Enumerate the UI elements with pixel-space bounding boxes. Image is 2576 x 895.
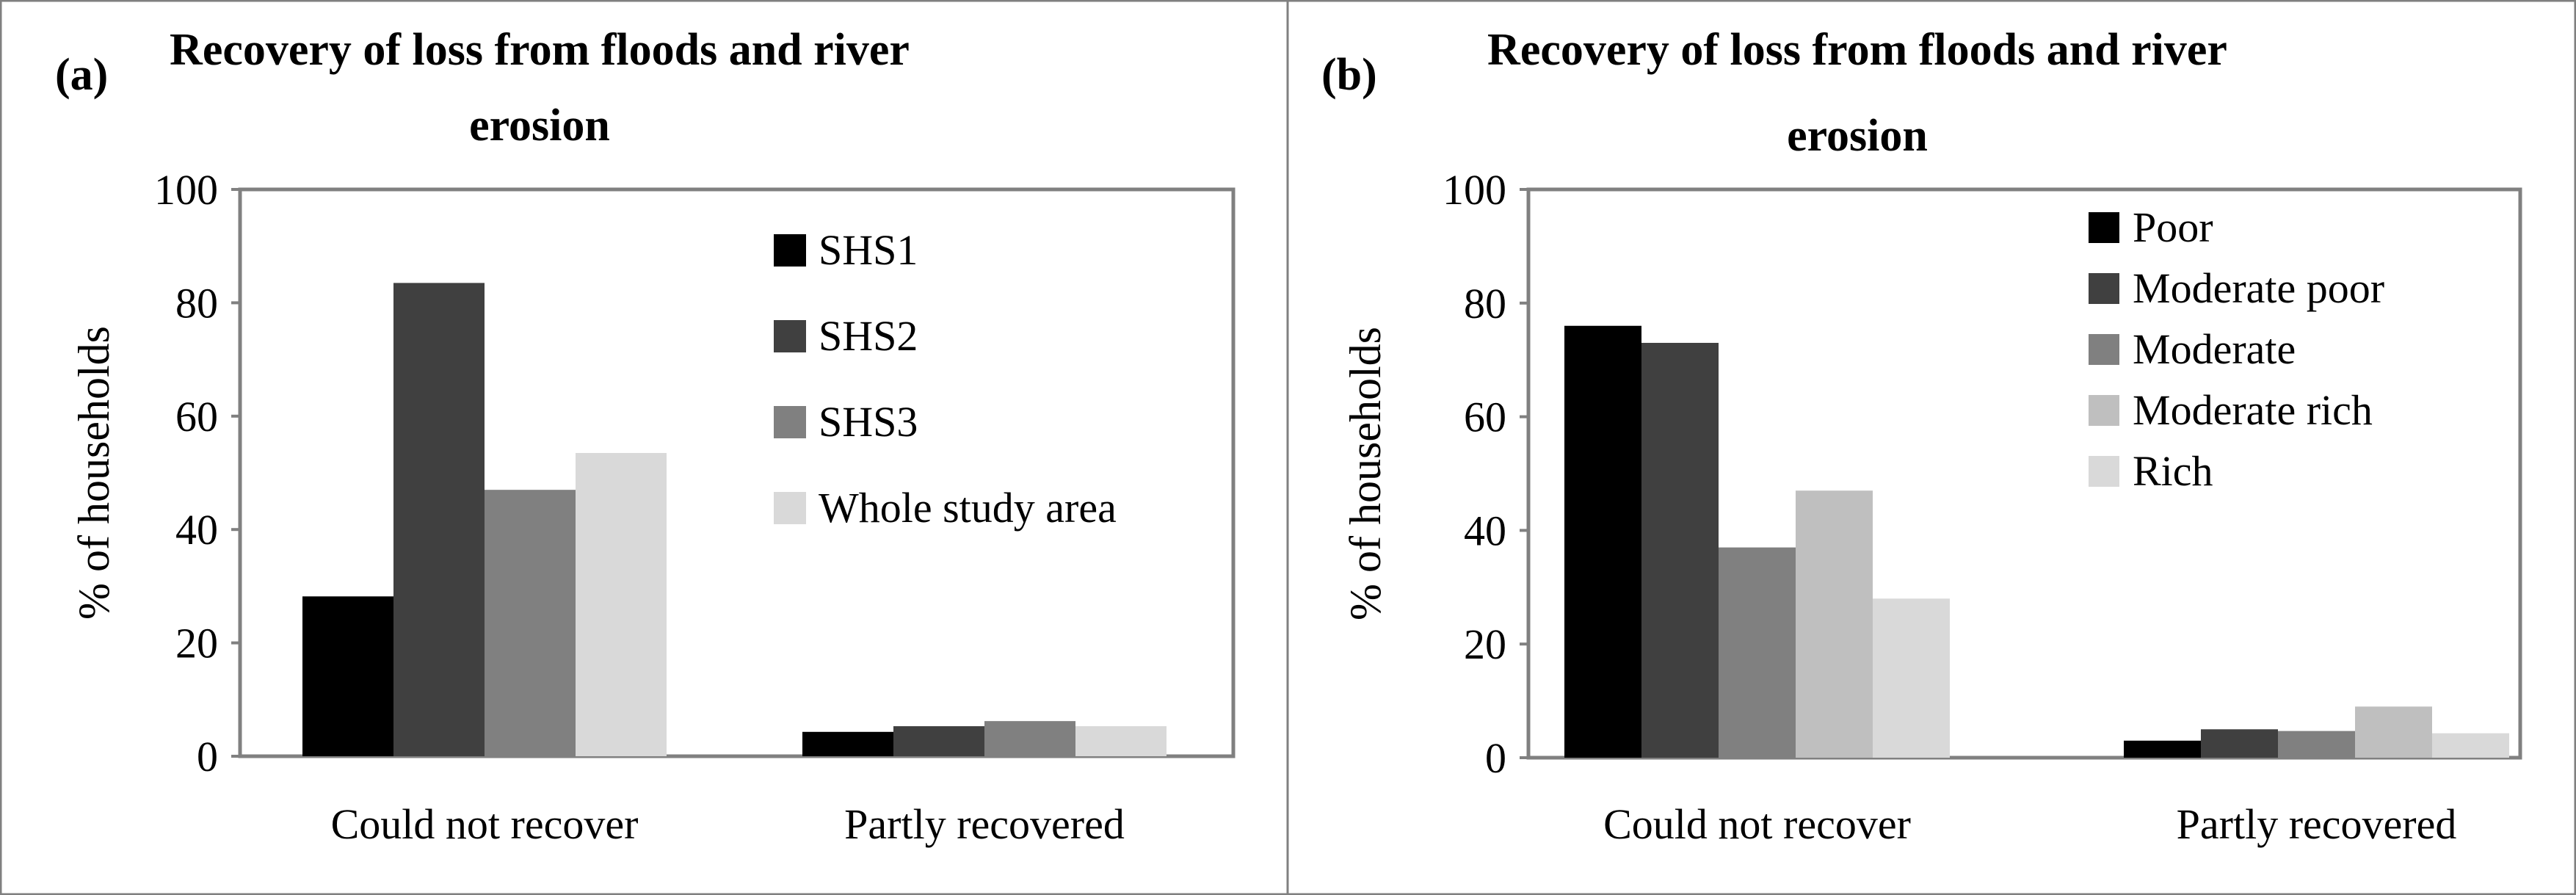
bar-whole-study-area-1 [1075, 726, 1167, 756]
legend-label: SHS1 [819, 226, 918, 274]
y-tick-label: 100 [1443, 166, 1506, 214]
panel-label: (a) [55, 50, 108, 100]
chart-panel-a: (a) Recovery of loss from floods and rive… [55, 25, 1236, 848]
y-tick-label: 0 [1485, 734, 1506, 782]
legend-label: SHS2 [819, 312, 918, 360]
bar-moderate-poor-0 [1641, 342, 1719, 758]
legend-swatch [2089, 273, 2119, 304]
y-tick-label: 0 [197, 733, 218, 780]
bar-moderate-rich-0 [1796, 490, 1873, 758]
y-tick-label: 80 [1464, 280, 1506, 327]
legend-label: Poor [2133, 203, 2213, 251]
chart-panel-b: (b) Recovery of loss from floods and rive… [1321, 25, 2522, 848]
bar-shs2-0 [393, 283, 485, 756]
bar-rich-1 [2432, 733, 2509, 758]
y-tick-label: 80 [175, 279, 218, 327]
y-tick-label: 20 [1464, 620, 1506, 668]
plot-area-frame [238, 187, 1236, 758]
bar-moderate-1 [2278, 731, 2355, 758]
legend-swatch [2089, 395, 2119, 426]
bar-moderate-poor-1 [2201, 729, 2278, 758]
y-tick-label: 40 [175, 506, 218, 554]
bar-moderate-rich-1 [2355, 706, 2432, 758]
y-axis-title: % of households [1341, 327, 1390, 620]
bar-shs2-1 [893, 726, 984, 756]
legend-label: Rich [2133, 447, 2213, 495]
bar-moderate-0 [1719, 547, 1796, 758]
legend-label: Moderate rich [2133, 386, 2373, 434]
bar-whole-study-area-0 [576, 452, 667, 756]
bar-shs3-1 [984, 721, 1075, 756]
plot-area-frame [1526, 187, 2522, 760]
legend-swatch [774, 406, 806, 438]
y-tick-label: 40 [1464, 507, 1506, 554]
y-tick-label: 60 [1464, 394, 1506, 441]
legend-swatch [774, 234, 806, 267]
panel-label: (b) [1321, 50, 1377, 100]
x-category-label: Partly recovered [844, 800, 1125, 848]
chart-title-line-2: erosion [469, 101, 610, 151]
legend-label: SHS3 [819, 398, 918, 446]
legend-label: Moderate [2133, 325, 2296, 373]
bar-poor-0 [1564, 325, 1641, 758]
legend-swatch [774, 492, 806, 524]
bar-rich-0 [1873, 598, 1950, 758]
legend-label: Moderate poor [2133, 264, 2384, 312]
y-tick-label: 60 [175, 393, 218, 441]
x-category-label: Could not recover [331, 800, 639, 848]
x-category-label: Could not recover [1603, 800, 1911, 848]
legend-label: Whole study area [819, 484, 1117, 532]
y-axis-title: % of households [70, 326, 118, 620]
bar-shs1-0 [302, 596, 393, 756]
x-category-label: Partly recovered [2177, 800, 2457, 848]
bar-shs3-0 [485, 490, 576, 756]
legend-swatch [2089, 334, 2119, 365]
legend-swatch [774, 320, 806, 352]
chart-title-line-1: Recovery of loss from floods and river [170, 25, 910, 75]
chart-title-line-2: erosion [1787, 111, 1928, 161]
legend-swatch [2089, 456, 2119, 487]
legend-swatch [2089, 212, 2119, 243]
y-tick-label: 20 [175, 620, 218, 667]
bar-poor-1 [2124, 740, 2201, 758]
bar-shs1-1 [802, 731, 893, 756]
y-tick-label: 100 [154, 166, 218, 214]
chart-title-line-1: Recovery of loss from floods and river [1487, 25, 2227, 75]
